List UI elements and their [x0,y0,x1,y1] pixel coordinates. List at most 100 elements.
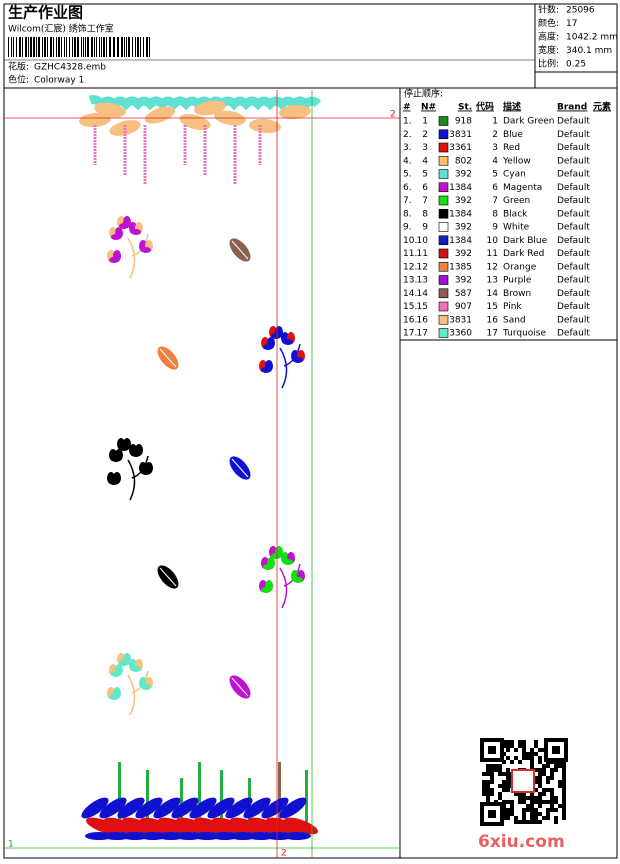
description: Turquoise [502,329,546,339]
qr-cell [486,768,490,772]
code: 13 [487,276,498,286]
bar-stripe [74,37,76,57]
qr-cell [482,772,486,776]
motif [103,817,139,835]
motif [293,577,303,583]
bar-stripe [16,37,17,57]
stat-value: 340.1 mm [566,46,612,56]
motif [261,367,271,373]
qr-cell [502,780,506,784]
row-index: 7. [403,196,412,206]
qr-cell [534,796,538,800]
stat-value: 0.25 [566,60,586,70]
qr-cell [518,740,522,744]
qr-cell [490,776,494,780]
motif [109,479,119,485]
stitches: 392 [455,170,472,180]
code: 12 [487,262,498,272]
qr-cell [522,752,526,756]
brand: Default [557,262,590,272]
qr-cell [498,764,502,768]
watermark: 6xiu.com [478,832,565,852]
motif [81,797,109,819]
bar-stripe [83,37,84,57]
qr-cell [502,788,506,792]
qr-cell [486,792,490,796]
qr-cell [530,792,534,796]
motif [265,817,301,835]
motif [135,797,163,819]
qr-cell [530,752,534,756]
bar-stripe [140,37,141,57]
bar-stripe [81,37,82,57]
qr-cell [558,780,562,784]
qr-cell [510,808,514,812]
needle: 7 [422,196,428,206]
motif [271,553,281,559]
qr-cell [558,764,562,768]
description: Red [503,143,520,153]
motif [131,229,141,235]
bar-stripe [77,37,79,57]
qr-cell [546,764,550,768]
motif [194,100,226,116]
motif [131,451,141,457]
qr-cell [538,812,542,816]
bar-stripe [135,37,136,57]
bar-stripe [28,37,29,57]
code: 8 [492,209,498,219]
brand: Default [557,249,590,259]
stitches: 1385 [449,262,472,272]
color-swatch [438,222,449,232]
qr-cell [534,740,538,744]
qr-cell [550,776,554,780]
qr-cell [546,808,550,812]
motif [139,817,175,835]
qr-cell [550,808,554,812]
bar-stripe [96,37,97,57]
qr-cell [530,808,534,812]
qr-cell [522,812,526,816]
code: 11 [487,249,498,259]
motif [283,559,293,565]
marker: 2 [281,849,287,859]
motif [279,797,307,819]
row-index: 9. [403,223,412,233]
needle: 4 [422,156,428,166]
qr-cell [554,820,558,824]
qr-cell [510,760,514,764]
brand: Default [557,170,590,180]
qr-cell [522,748,526,752]
qr-cell [494,768,498,772]
qr-cell [554,808,558,812]
bar-stripe [113,37,115,57]
qr-cell [502,772,506,776]
qr-cell [562,804,566,808]
motif [225,797,253,819]
needle: 8 [422,209,428,219]
bar-stripe [30,37,32,57]
motif [261,587,271,593]
qr-cell [494,764,498,768]
row-index: 4. [403,156,412,166]
motif [211,817,247,835]
motif [231,240,249,260]
qr-cell [542,816,546,820]
qr-cell [546,788,550,792]
qr-cell [486,764,490,768]
stat-label: 比例: [538,58,559,70]
qr-cell [526,804,530,808]
bar-stripe [124,37,125,57]
bar-stripe [72,37,73,57]
qr-cell [538,756,542,760]
description: Dark Red [503,249,544,259]
qr-cell [506,788,510,792]
needle: 9 [422,223,428,233]
qr-cell [550,772,554,776]
motif [109,694,119,700]
motif [193,817,229,835]
qr-cell [490,788,494,792]
brand: Default [557,117,590,127]
bar-stripe [117,37,119,57]
color-swatch [438,129,449,140]
